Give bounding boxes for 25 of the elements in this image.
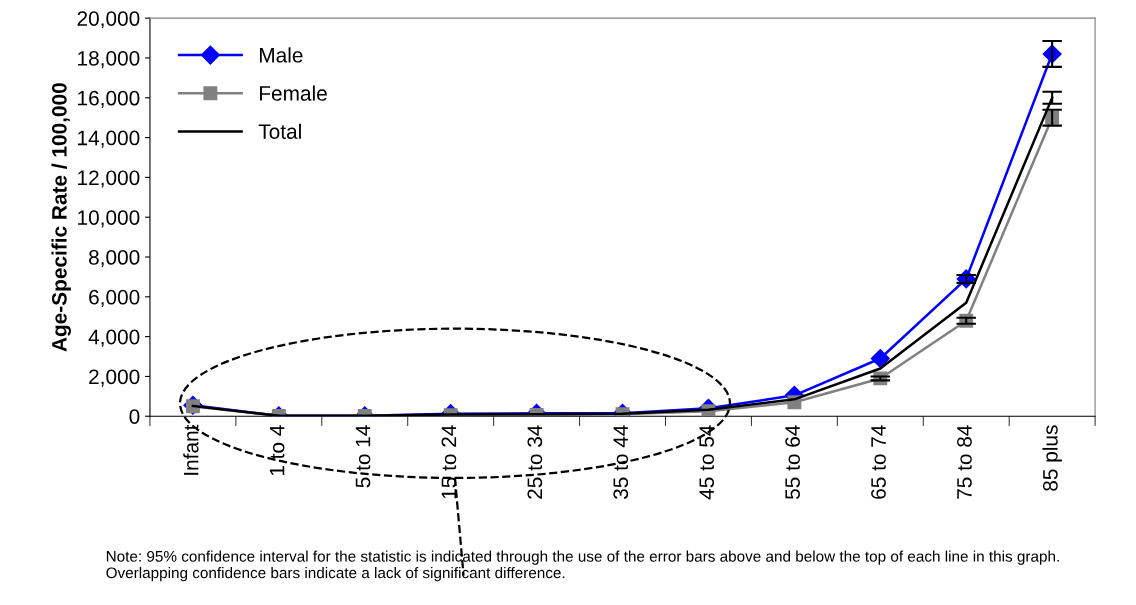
y-tick-label: 0 (129, 409, 140, 424)
y-tick-label: 14,000 (78, 130, 140, 148)
x-tick-label: Infant (183, 424, 199, 475)
y-tick-label: 6,000 (89, 289, 140, 308)
y-tick-label: 4,000 (88, 329, 140, 347)
y-tick-label: 16,000 (78, 90, 140, 108)
x-tick-label: 75 to 84 (957, 425, 972, 499)
y-tick-label: 2,000 (89, 369, 140, 387)
x-tick-label: 55 to 64 (785, 425, 800, 500)
x-tick-label: 25 to 34 (527, 425, 543, 499)
x-tick-label: 5 to 14 (355, 425, 371, 488)
legend-label: Female (259, 85, 327, 101)
y-tick-label: 12,000 (78, 170, 140, 188)
x-tick-label: 45 to 54 (699, 425, 715, 500)
y-tick-label: 10,000 (78, 210, 140, 228)
y-tick-label: 18,000 (78, 50, 140, 69)
text: Note: 95% confidence interval for the statistic is indicated through the use of the error bars above and below the top of each line in this graph. Overlapping confidence bars indicate a lack of significant difference. (106, 550, 1059, 582)
x-tick-label: 65 to 74 (871, 425, 886, 499)
legend-label: Total (258, 123, 301, 139)
legend-label: Male (259, 47, 303, 63)
x-tick-label: 85 plus (1042, 425, 1062, 491)
y-tick-label: 8,000 (89, 250, 140, 268)
x-tick-label: 1 to 4 (269, 425, 285, 476)
y-tick-label: 20,000 (77, 11, 140, 29)
y-axis-title: Age-Specific Rate / 100,000 (51, 83, 71, 352)
